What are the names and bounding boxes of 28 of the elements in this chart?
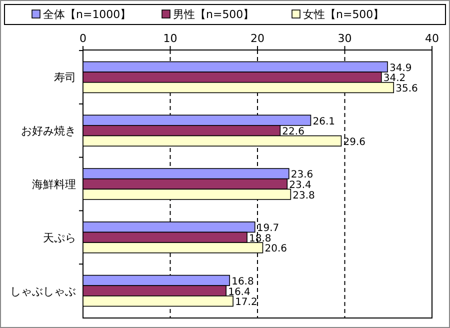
data-label: 17.2 bbox=[235, 297, 258, 308]
data-label: 16.4 bbox=[228, 286, 250, 298]
legend-label: 全体【n=1000】 bbox=[43, 8, 132, 21]
x-tick-label: 10 bbox=[163, 32, 178, 45]
legend-label: 男性【n=500】 bbox=[173, 8, 254, 21]
data-label: 34.2 bbox=[383, 73, 406, 84]
data-label: 19.7 bbox=[256, 223, 280, 234]
data-label: 26.1 bbox=[312, 116, 335, 128]
x-tick-label: 40 bbox=[425, 32, 439, 45]
data-label: 20.6 bbox=[264, 244, 287, 255]
y-tick-label: 海鮮料理 bbox=[32, 178, 76, 191]
y-tick-label: 寿司 bbox=[54, 71, 76, 84]
y-tick-label: お好み焼き bbox=[21, 124, 76, 138]
data-label: 34.9 bbox=[390, 62, 412, 74]
data-label: 22.6 bbox=[282, 126, 304, 138]
data-label: 23.4 bbox=[289, 180, 312, 191]
data-label: 23.6 bbox=[290, 170, 314, 181]
y-tick-label: しゃぶしゃぶ bbox=[10, 284, 76, 298]
y-tick-label: 天ぷら bbox=[43, 231, 76, 244]
x-tick-label: 20 bbox=[250, 32, 264, 45]
x-tick-label: 30 bbox=[338, 32, 352, 45]
data-label: 16.8 bbox=[232, 276, 254, 288]
data-label: 23.8 bbox=[292, 190, 315, 202]
data-label: 18.8 bbox=[249, 233, 272, 244]
x-tick-label: 0 bbox=[80, 32, 86, 45]
legend-label: 女性【n=500】 bbox=[303, 8, 384, 21]
data-label: 29.6 bbox=[343, 136, 366, 148]
data-label: 35.6 bbox=[396, 84, 418, 95]
